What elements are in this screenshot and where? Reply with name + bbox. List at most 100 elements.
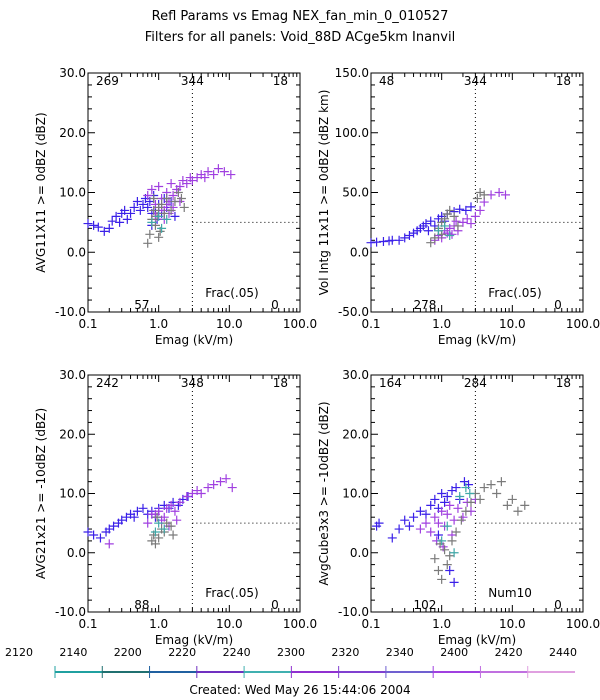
x-axis-label: Emag (kV/m) [438, 333, 516, 347]
data-point [445, 566, 455, 576]
data-point [442, 560, 452, 570]
data-point [172, 515, 182, 525]
data-point [166, 205, 176, 215]
count-top-right: 18 [556, 376, 571, 390]
series-2 [415, 494, 480, 552]
scatter-panels: 0.1 1.0 10.0 100.0 -10.0 0.0 10.0 20.0 30.0 Emag … [34, 66, 600, 647]
data-point [143, 202, 153, 212]
data-point [426, 527, 436, 537]
data-point [445, 500, 455, 510]
data-point [170, 506, 180, 516]
series-3 [430, 477, 530, 584]
x-tick-label: 100.0 [283, 317, 317, 331]
data-point [500, 190, 510, 200]
data-point [447, 229, 457, 239]
data-point [447, 536, 457, 546]
data-point [159, 524, 169, 534]
data-point [143, 190, 153, 200]
data-point [159, 208, 169, 218]
data-point [445, 205, 455, 215]
data-point [132, 196, 142, 206]
data-point [115, 217, 125, 227]
data-point [426, 216, 436, 226]
data-point [187, 489, 197, 498]
data-point [437, 506, 447, 516]
y-tick-label: 10.0 [59, 487, 86, 501]
data-point [89, 530, 99, 540]
series-4 [433, 221, 455, 241]
data-point [486, 480, 496, 490]
data-point [400, 515, 410, 525]
data-point [451, 216, 461, 226]
data-point [466, 497, 476, 507]
count-bottom-mid: 278 [413, 298, 436, 312]
data-point [129, 202, 139, 212]
data-point [455, 491, 465, 501]
x-axis-label: Emag (kV/m) [438, 633, 516, 647]
data-point [154, 232, 164, 242]
count-top-mid: 344 [181, 74, 204, 88]
data-point [147, 217, 157, 227]
data-point [129, 512, 139, 522]
count-top-left: 48 [379, 74, 394, 88]
count-top-mid: 344 [464, 74, 487, 88]
data-point [154, 533, 164, 543]
data-point [415, 506, 425, 516]
data-point [404, 231, 414, 241]
data-point [107, 216, 117, 226]
data-point [433, 530, 443, 540]
data-point [143, 238, 153, 248]
data-point [138, 199, 148, 209]
data-point [132, 506, 142, 516]
data-point [433, 566, 443, 576]
x-tick-label: 100.0 [566, 317, 600, 331]
data-point [475, 188, 485, 197]
data-point [374, 518, 384, 528]
data-point [170, 196, 180, 206]
data-point [135, 205, 145, 215]
x-tick-label: 1.0 [432, 317, 451, 331]
x-tick-label: 1.0 [432, 617, 451, 631]
data-point [465, 489, 475, 498]
panel-3: 0.1 1.0 10.0 100.0 -10.0 0.0 10.0 20.0 30.0 Emag … [34, 368, 317, 647]
data-point [154, 211, 164, 221]
created-timestamp: Created: Wed May 26 15:44:06 2004 [189, 683, 410, 697]
panel-note: Frac(.05) [205, 586, 258, 600]
data-point [421, 219, 431, 229]
x-tick-label: 100.0 [283, 617, 317, 631]
y-tick-label: 0.0 [67, 245, 86, 259]
data-point [440, 545, 450, 555]
y-tick-label: 10.0 [342, 487, 369, 501]
y-axis-label: AVG21x21 >= -10dBZ (dBZ) [34, 408, 48, 579]
colorbar-label: 2120 [5, 646, 33, 659]
data-point [176, 193, 186, 203]
series-3 [147, 512, 178, 549]
data-point [496, 477, 506, 487]
y-tick-label: 0.0 [67, 546, 86, 560]
series-1 [372, 477, 474, 587]
data-point [147, 185, 157, 195]
x-tick-label: 1.0 [149, 317, 168, 331]
data-point [440, 497, 450, 507]
data-point [430, 512, 440, 522]
count-top-right: 18 [273, 74, 288, 88]
data-point [154, 506, 164, 516]
data-point [175, 497, 185, 507]
x-tick-label: 10.0 [216, 317, 243, 331]
data-point [175, 182, 185, 192]
data-point [166, 500, 176, 510]
y-tick-label: -10.0 [55, 605, 86, 619]
data-point [455, 204, 465, 214]
data-point [494, 188, 504, 197]
data-point [182, 491, 192, 501]
data-point [433, 518, 443, 528]
data-point [203, 167, 213, 177]
data-point [470, 211, 480, 221]
count-top-left: 242 [96, 376, 119, 390]
colorbar-label: 2320 [331, 646, 359, 659]
data-point [150, 539, 160, 549]
data-point [409, 512, 419, 522]
x-tick-label: 10.0 [499, 617, 526, 631]
x-tick-label: 0.1 [361, 617, 380, 631]
data-point [83, 219, 93, 229]
